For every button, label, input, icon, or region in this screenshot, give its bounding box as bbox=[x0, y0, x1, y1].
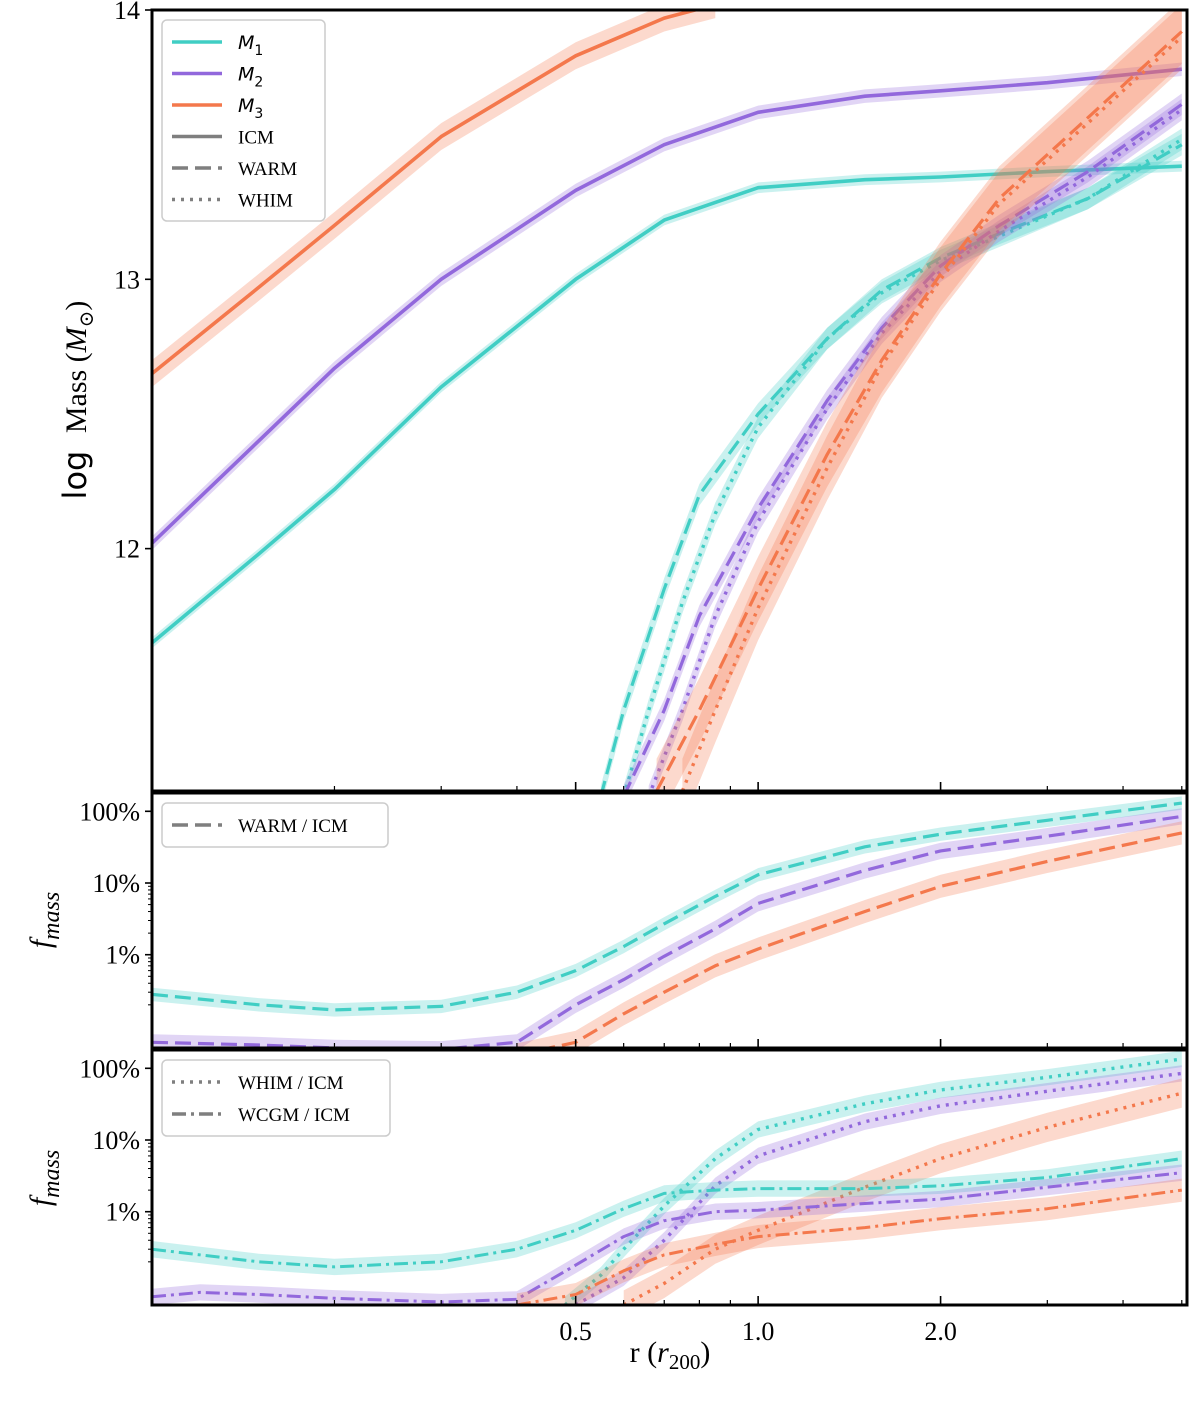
series-m2-wcgm-icm bbox=[152, 1171, 1182, 1304]
series-m3-wcgm-icm bbox=[516, 1188, 1183, 1305]
ticks-bottom: 0.5 1.0 2.0 1% 10% 100% bbox=[79, 1054, 1183, 1346]
frame-middle bbox=[150, 791, 1189, 1050]
legend-label-bottom-0: WHIM / ICM bbox=[238, 1073, 344, 1094]
series-m1-icm bbox=[152, 164, 1182, 645]
y-tick-label-middle-10: 10% bbox=[92, 869, 140, 898]
y-axis-title-bottom: fmass bbox=[24, 1150, 65, 1206]
series-m2-whim bbox=[648, 108, 1183, 791]
x-axis-title: r (r200) bbox=[630, 1336, 711, 1374]
y-axis-title-sun: ⊙ bbox=[76, 311, 98, 328]
series-m3-icm bbox=[152, 10, 702, 376]
band-m2-whim-icm bbox=[575, 1065, 1182, 1305]
band-m3-whim-icm bbox=[623, 1078, 1182, 1305]
legend-bottom: WHIM / ICM WCGM / ICM bbox=[161, 1059, 391, 1137]
band-m1-warm bbox=[600, 133, 1182, 791]
legend-label-bottom-1: WCGM / ICM bbox=[238, 1105, 350, 1126]
y-tick-label-top-14: 14 bbox=[114, 0, 140, 25]
series-m2-warm-icm bbox=[152, 814, 1183, 1048]
y-axis-title-msym: M bbox=[60, 325, 93, 353]
band-m3-wcgm-icm bbox=[516, 1178, 1182, 1305]
x-tick-label-1: 1.0 bbox=[742, 1317, 775, 1346]
series-m3-warm-icm bbox=[541, 831, 1183, 1048]
legend-label-top-5: WHIM bbox=[238, 191, 293, 212]
series-m3-whim bbox=[680, 35, 1183, 791]
series-m1-warm-icm bbox=[152, 801, 1183, 1012]
legend-top: M1 M2 M3 ICM WARM WHIM bbox=[161, 19, 326, 222]
y-axis-title-mass-sub: mass bbox=[39, 1150, 65, 1198]
plot-area-top bbox=[152, 10, 1183, 791]
x-axis-title-base: r ( bbox=[630, 1336, 657, 1369]
legend-middle: WARM / ICM bbox=[161, 802, 389, 848]
x-axis-title-sub: 200 bbox=[669, 1350, 701, 1374]
x-axis-title-close: ) bbox=[700, 1336, 710, 1369]
legend-label-middle-0: WARM / ICM bbox=[238, 816, 348, 837]
band-m3-warm bbox=[656, 10, 1182, 791]
y-tick-label-top-12: 12 bbox=[114, 535, 140, 564]
frame-top bbox=[150, 8, 1189, 793]
y-tick-label-bottom-10: 10% bbox=[92, 1126, 140, 1155]
panel-log-mass: 12 13 14 M1 M2 M3 ICM WARM WHIM log Mass (M⊙) bbox=[56, 0, 1189, 793]
series-m1-whim-icm bbox=[563, 1057, 1183, 1305]
frame-bottom bbox=[150, 1048, 1189, 1307]
band-m1-wcgm-icm bbox=[152, 1150, 1182, 1276]
series-m1-wcgm-icm bbox=[152, 1157, 1183, 1269]
series-m3-whim-icm bbox=[622, 1091, 1183, 1305]
band-m3-whim bbox=[682, 10, 1182, 791]
y-axis-title-close: ) bbox=[60, 301, 93, 311]
band-m1-warm-icm bbox=[152, 796, 1182, 1017]
plot-area-bottom bbox=[152, 1050, 1183, 1305]
series-m2-icm bbox=[152, 67, 1182, 545]
y-axis-title-mass: Mass ( bbox=[60, 352, 93, 433]
plot-area-middle bbox=[152, 796, 1183, 1048]
band-m3-warm-icm bbox=[516, 821, 1182, 1048]
series-m2-warm bbox=[624, 102, 1183, 791]
y-axis-title-mass-sub: mass bbox=[39, 892, 65, 940]
series-m1-whim bbox=[623, 137, 1183, 791]
legend-box-top bbox=[161, 19, 326, 222]
legend-label-top-3: ICM bbox=[238, 128, 274, 149]
x-axis-title-sym: r bbox=[657, 1336, 669, 1369]
ticks-middle: 1% 10% 100% bbox=[79, 797, 1183, 1048]
y-axis-title-top: log Mass (M⊙) bbox=[56, 301, 98, 500]
legend-label-top-4: WARM bbox=[238, 159, 297, 180]
y-tick-label-top-13: 13 bbox=[114, 265, 140, 294]
y-tick-label-middle-1: 1% bbox=[105, 941, 140, 970]
x-tick-label-0.5: 0.5 bbox=[559, 1317, 592, 1346]
y-tick-label-middle-100: 100% bbox=[79, 797, 140, 826]
y-tick-label-bottom-100: 100% bbox=[79, 1054, 140, 1083]
y-axis-title-log: log bbox=[56, 451, 94, 500]
legend-box-bottom bbox=[161, 1059, 391, 1137]
legend-label-top-2: M3 bbox=[238, 95, 263, 122]
legend-box-middle bbox=[161, 802, 389, 848]
x-tick-label-2: 2.0 bbox=[924, 1317, 957, 1346]
legend-label-top-0: M1 bbox=[238, 32, 263, 59]
legend-label-top-1: M2 bbox=[238, 64, 263, 91]
series-m3-warm bbox=[655, 30, 1183, 791]
y-tick-label-bottom-1: 1% bbox=[105, 1198, 140, 1227]
panel-warm-fraction: 1%10%100% WARM / ICM fmass bbox=[24, 791, 1189, 1050]
